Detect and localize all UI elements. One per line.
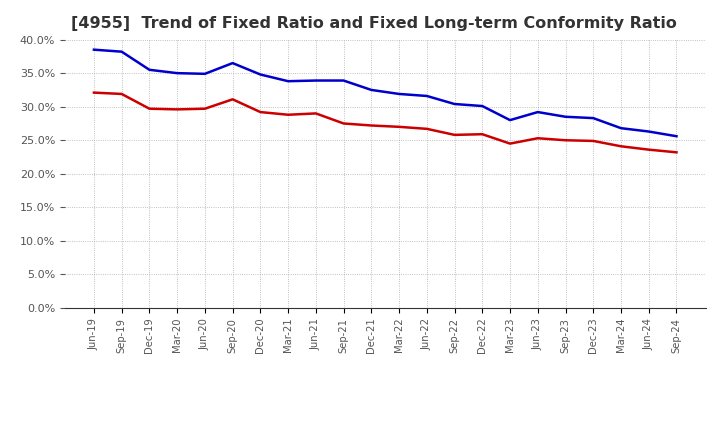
Fixed Long-term Conformity Ratio: [505, 141, 514, 146]
Line: Fixed Ratio: Fixed Ratio: [94, 50, 677, 136]
Fixed Long-term Conformity Ratio: [339, 121, 348, 126]
Fixed Long-term Conformity Ratio: [228, 97, 237, 102]
Fixed Ratio: [561, 114, 570, 119]
Fixed Ratio: [339, 78, 348, 83]
Fixed Ratio: [478, 103, 487, 109]
Fixed Ratio: [89, 47, 98, 52]
Fixed Ratio: [395, 92, 403, 97]
Fixed Long-term Conformity Ratio: [145, 106, 154, 111]
Fixed Ratio: [145, 67, 154, 73]
Fixed Long-term Conformity Ratio: [644, 147, 653, 152]
Fixed Long-term Conformity Ratio: [589, 138, 598, 143]
Fixed Long-term Conformity Ratio: [450, 132, 459, 138]
Fixed Ratio: [117, 49, 126, 54]
Fixed Ratio: [672, 134, 681, 139]
Fixed Long-term Conformity Ratio: [616, 143, 625, 149]
Fixed Ratio: [423, 93, 431, 99]
Fixed Long-term Conformity Ratio: [201, 106, 210, 111]
Fixed Ratio: [367, 87, 376, 92]
Fixed Long-term Conformity Ratio: [423, 126, 431, 132]
Text: [4955]  Trend of Fixed Ratio and Fixed Long-term Conformity Ratio: [4955] Trend of Fixed Ratio and Fixed Lo…: [71, 16, 677, 32]
Fixed Long-term Conformity Ratio: [395, 124, 403, 129]
Fixed Long-term Conformity Ratio: [89, 90, 98, 95]
Fixed Long-term Conformity Ratio: [256, 110, 265, 115]
Fixed Ratio: [284, 79, 292, 84]
Fixed Ratio: [312, 78, 320, 83]
Fixed Long-term Conformity Ratio: [367, 123, 376, 128]
Fixed Ratio: [534, 110, 542, 115]
Fixed Ratio: [616, 125, 625, 131]
Fixed Ratio: [201, 71, 210, 77]
Fixed Ratio: [173, 70, 181, 76]
Fixed Ratio: [256, 72, 265, 77]
Fixed Long-term Conformity Ratio: [173, 107, 181, 112]
Fixed Long-term Conformity Ratio: [117, 92, 126, 97]
Fixed Long-term Conformity Ratio: [534, 136, 542, 141]
Fixed Long-term Conformity Ratio: [561, 138, 570, 143]
Fixed Long-term Conformity Ratio: [312, 111, 320, 116]
Fixed Long-term Conformity Ratio: [672, 150, 681, 155]
Fixed Long-term Conformity Ratio: [478, 132, 487, 137]
Fixed Ratio: [644, 129, 653, 134]
Fixed Ratio: [228, 60, 237, 66]
Fixed Ratio: [505, 117, 514, 123]
Line: Fixed Long-term Conformity Ratio: Fixed Long-term Conformity Ratio: [94, 92, 677, 152]
Fixed Ratio: [589, 115, 598, 121]
Fixed Ratio: [450, 101, 459, 106]
Fixed Long-term Conformity Ratio: [284, 112, 292, 117]
